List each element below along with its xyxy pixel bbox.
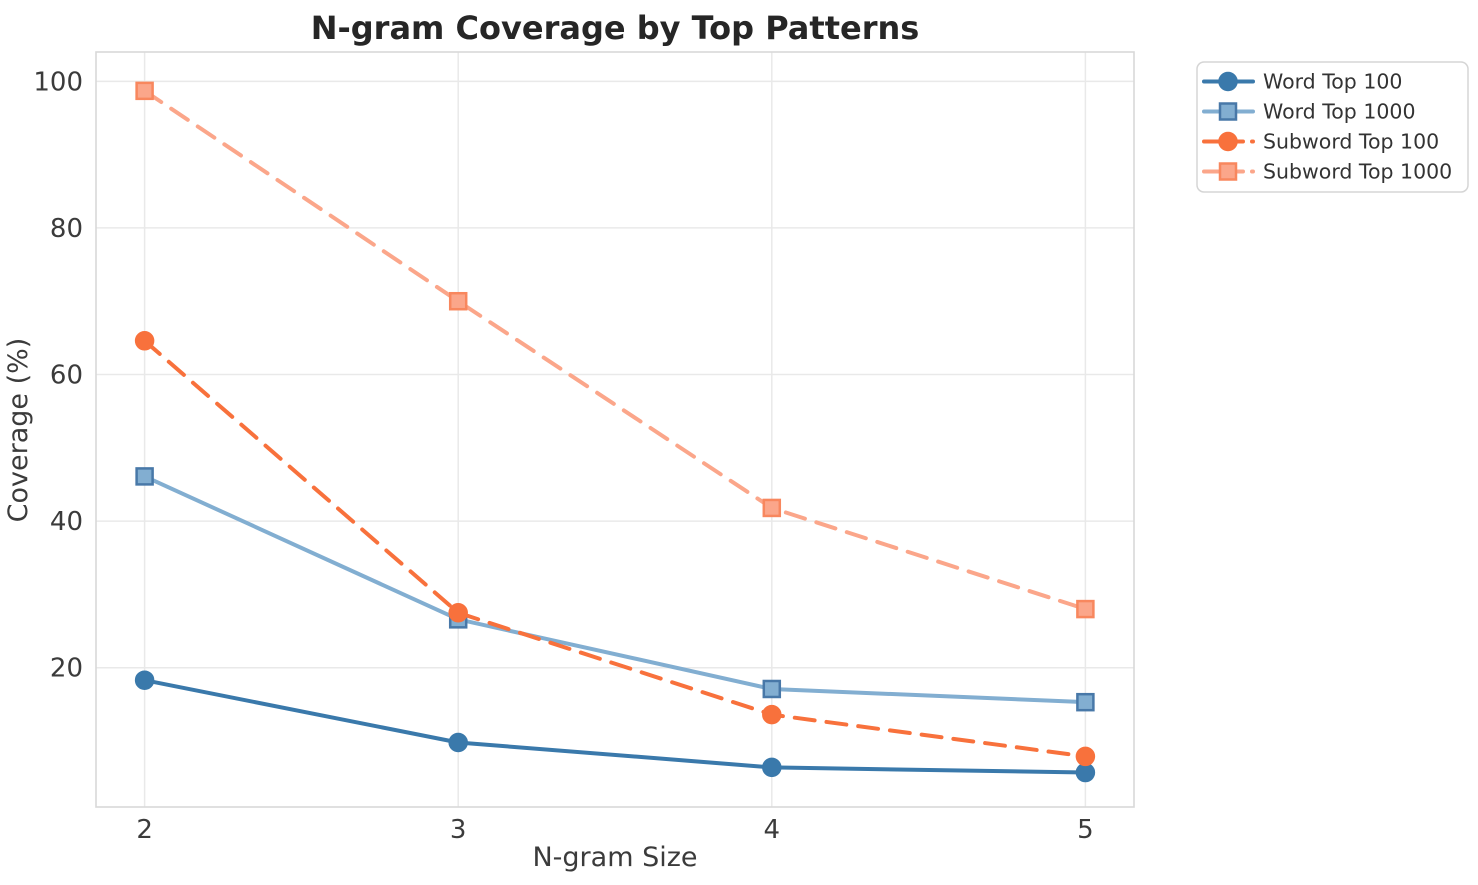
y-tick-label: 80 xyxy=(50,214,83,244)
legend-marker xyxy=(1218,162,1238,181)
chart-title: N-gram Coverage by Top Patterns xyxy=(311,9,920,47)
series-line xyxy=(142,678,1088,775)
x-tick-label: 3 xyxy=(450,815,467,845)
legend-label: Subword Top 1000 xyxy=(1263,160,1452,184)
data-point-marker xyxy=(762,498,782,518)
data-point-marker xyxy=(448,603,468,623)
x-tick-label: 4 xyxy=(764,815,781,845)
series-subword-top-100 xyxy=(134,331,1096,767)
data-point-marker xyxy=(448,291,468,311)
data-point-marker xyxy=(762,704,782,725)
data-point-marker xyxy=(1076,692,1095,712)
legend-item-word-top-1000: Word Top 1000 xyxy=(1202,100,1416,124)
series-layer xyxy=(134,81,1096,783)
legend-item-subword-top-1000: Subword Top 1000 xyxy=(1202,160,1452,184)
series-word-top-1000 xyxy=(135,467,1095,712)
series-line xyxy=(142,474,1088,705)
series-line xyxy=(142,338,1088,759)
legend-marker xyxy=(1218,131,1238,152)
data-point-marker xyxy=(1075,746,1096,767)
data-point-marker xyxy=(134,670,155,690)
tick-layer: 20 40 60 80 100 2 3 4 5 xyxy=(33,67,1093,845)
series-subword-top-1000 xyxy=(135,81,1095,619)
y-tick-label: 60 xyxy=(50,361,83,391)
legend-item-word-top-100: Word Top 100 xyxy=(1202,70,1402,94)
legend-label: Subword Top 100 xyxy=(1263,130,1439,154)
plot-frame xyxy=(95,51,1135,808)
data-point-marker xyxy=(1075,762,1096,783)
series-word-top-100 xyxy=(134,670,1096,783)
x-tick-label: 2 xyxy=(136,815,153,845)
legend-marker xyxy=(1218,102,1238,121)
data-point-marker xyxy=(135,467,154,486)
legend-label: Word Top 100 xyxy=(1263,70,1402,94)
x-axis-label: N-gram Size xyxy=(532,842,697,873)
legend-item-subword-top-100: Subword Top 100 xyxy=(1202,130,1439,154)
data-point-marker xyxy=(135,81,154,101)
axes-spines xyxy=(95,51,1135,808)
data-point-marker xyxy=(1076,599,1095,619)
data-point-marker xyxy=(762,757,782,778)
data-point-marker xyxy=(762,679,782,699)
y-tick-label: 100 xyxy=(33,67,83,97)
grid-layer xyxy=(96,52,1134,807)
legend-label: Word Top 1000 xyxy=(1263,100,1416,124)
x-tick-label: 5 xyxy=(1077,815,1094,845)
legend: Word Top 100 Word Top 1000 Subword Top 100… xyxy=(1196,61,1469,193)
data-point-marker xyxy=(448,732,468,753)
y-axis-label: Coverage (%) xyxy=(3,338,34,523)
y-tick-label: 20 xyxy=(50,654,83,684)
legend-box xyxy=(1196,61,1469,193)
legend-marker xyxy=(1218,71,1238,92)
series-line xyxy=(142,88,1088,612)
data-point-marker xyxy=(134,331,155,351)
y-tick-label: 40 xyxy=(50,507,83,537)
